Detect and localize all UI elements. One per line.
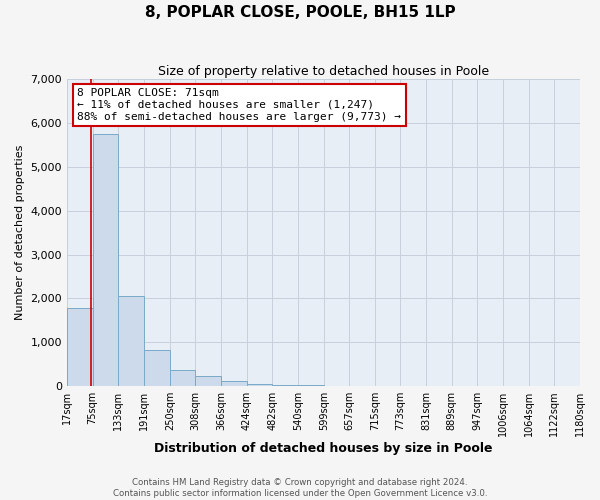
Text: 8 POPLAR CLOSE: 71sqm
← 11% of detached houses are smaller (1,247)
88% of semi-d: 8 POPLAR CLOSE: 71sqm ← 11% of detached … xyxy=(77,88,401,122)
Bar xyxy=(118,296,144,386)
Bar xyxy=(67,308,92,386)
Y-axis label: Number of detached properties: Number of detached properties xyxy=(15,145,25,320)
Text: 8, POPLAR CLOSE, POOLE, BH15 1LP: 8, POPLAR CLOSE, POOLE, BH15 1LP xyxy=(145,5,455,20)
X-axis label: Distribution of detached houses by size in Poole: Distribution of detached houses by size … xyxy=(154,442,493,455)
Bar xyxy=(196,376,221,386)
Bar xyxy=(92,134,118,386)
Title: Size of property relative to detached houses in Poole: Size of property relative to detached ho… xyxy=(158,65,489,78)
Bar xyxy=(170,370,196,386)
Bar xyxy=(221,382,247,386)
Text: Contains HM Land Registry data © Crown copyright and database right 2024.
Contai: Contains HM Land Registry data © Crown c… xyxy=(113,478,487,498)
Bar xyxy=(247,384,272,386)
Bar xyxy=(272,385,298,386)
Bar xyxy=(298,385,324,386)
Bar xyxy=(144,350,170,386)
